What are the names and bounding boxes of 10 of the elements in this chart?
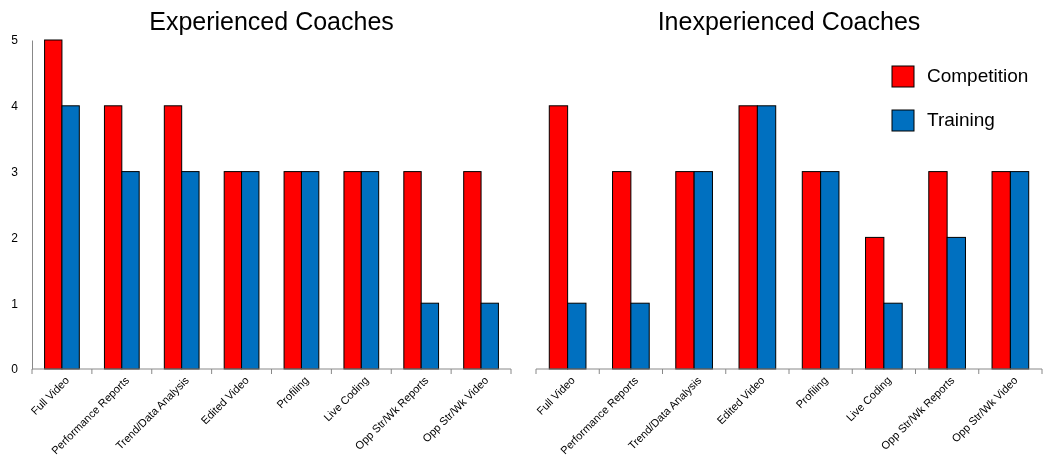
legend-label: Competition — [927, 65, 1029, 86]
legend-label: Training — [927, 109, 995, 130]
y-tick-label: 5 — [11, 33, 19, 48]
chart-title: Inexperienced Coaches — [657, 7, 921, 35]
y-tick-label: 4 — [11, 99, 19, 114]
y-tick-label: 1 — [11, 296, 19, 311]
y-tick-label: 3 — [11, 164, 19, 179]
y-tick-label: 0 — [11, 362, 19, 377]
y-tick-label: 2 — [11, 230, 19, 245]
chart-title: Experienced Coaches — [149, 7, 394, 35]
